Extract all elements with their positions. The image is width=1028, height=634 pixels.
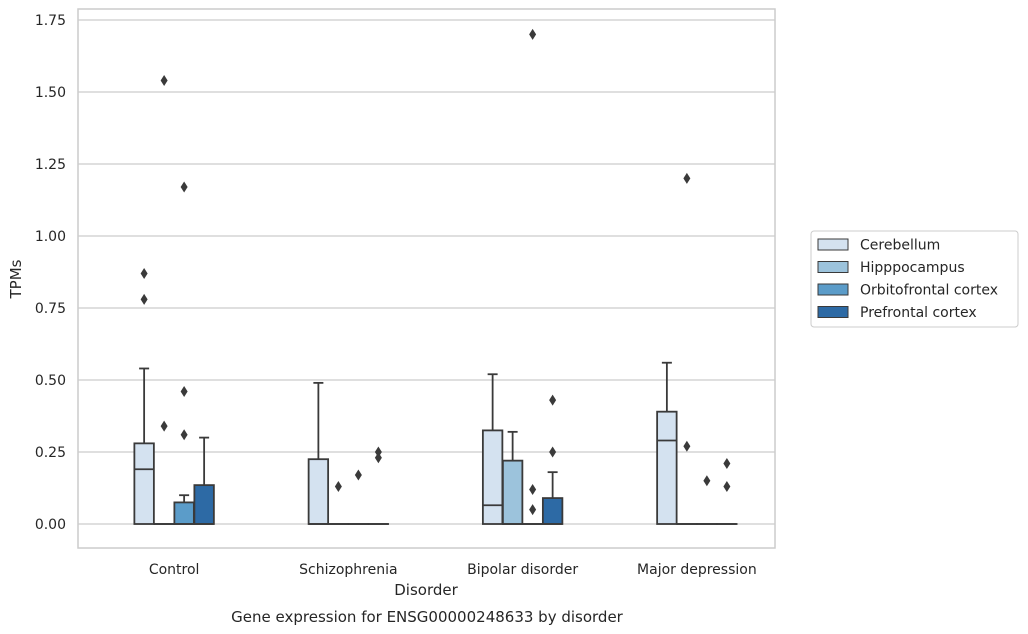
box-body bbox=[481, 429, 504, 525]
outlier-point bbox=[549, 394, 557, 406]
y-tick-label: 1.50 bbox=[35, 85, 66, 101]
x-tick-label: Control bbox=[149, 562, 200, 578]
y-tick-label: 0.00 bbox=[35, 517, 66, 533]
legend-label: Hipppocampus bbox=[860, 260, 965, 276]
outlier-point bbox=[160, 420, 168, 432]
y-tick-label: 1.25 bbox=[35, 157, 66, 173]
outlier-point bbox=[180, 181, 188, 193]
legend: Cerebellum Hipppocampus Orbitofrontal cort… bbox=[810, 230, 1019, 328]
legend-swatch bbox=[817, 238, 849, 251]
legend-swatch bbox=[817, 283, 849, 296]
legend-label: Prefrontal cortex bbox=[860, 305, 977, 321]
legend-swatch bbox=[817, 261, 849, 273]
chart-caption: Gene expression for ENSG00000248633 by d… bbox=[231, 608, 624, 626]
box-3-0 bbox=[193, 436, 215, 525]
box-0-1 bbox=[307, 381, 330, 525]
legend-label: Cerebellum bbox=[860, 238, 940, 254]
outlier-point bbox=[160, 74, 168, 86]
x-tick-labels: Control Schizophrenia Bipolar disorder Majo… bbox=[149, 562, 757, 578]
legend-label: Orbitofrontal cortex bbox=[860, 283, 998, 299]
legend-swatch bbox=[817, 306, 849, 318]
box-body bbox=[307, 458, 330, 525]
box-body bbox=[173, 501, 195, 525]
outlier-point bbox=[374, 446, 382, 458]
outlier-point bbox=[374, 452, 382, 464]
y-axis-label: TPMs bbox=[7, 259, 25, 299]
y-tick-label: 0.25 bbox=[35, 445, 66, 461]
outlier-point bbox=[723, 458, 731, 470]
box-1-2 bbox=[501, 430, 524, 525]
box-0-2 bbox=[481, 373, 504, 525]
x-axis-label: Disorder bbox=[394, 581, 458, 599]
box-body bbox=[656, 410, 678, 525]
outliers bbox=[140, 28, 731, 516]
outlier-point bbox=[334, 481, 342, 493]
box-body bbox=[501, 459, 524, 525]
box-body bbox=[541, 497, 564, 525]
box-0-0 bbox=[133, 367, 155, 525]
x-tick-label: Schizophrenia bbox=[299, 562, 397, 578]
legend-frame bbox=[810, 230, 1019, 328]
outlier-point bbox=[703, 475, 711, 487]
outlier-point bbox=[723, 481, 731, 493]
box-0-3 bbox=[656, 361, 678, 525]
outlier-point bbox=[529, 28, 537, 40]
outlier-point bbox=[140, 267, 148, 279]
outlier-point bbox=[529, 483, 537, 495]
y-tick-label: 1.00 bbox=[35, 229, 66, 245]
outlier-point bbox=[683, 440, 691, 452]
y-tick-label: 0.75 bbox=[35, 301, 66, 317]
box-3-2 bbox=[541, 471, 564, 525]
y-tick-labels: 0.00 0.25 0.50 0.75 1.00 1.25 1.50 1.75 bbox=[35, 13, 66, 533]
x-tick-label: Major depression bbox=[637, 562, 757, 578]
outlier-point bbox=[683, 172, 691, 184]
y-tick-label: 1.75 bbox=[35, 13, 66, 29]
plot-frame bbox=[77, 8, 776, 549]
outlier-point bbox=[529, 504, 537, 516]
boxes bbox=[133, 361, 738, 525]
box-body bbox=[133, 442, 155, 525]
outlier-point bbox=[549, 446, 557, 458]
y-tick-label: 0.50 bbox=[35, 373, 66, 389]
outlier-point bbox=[180, 429, 188, 441]
outlier-point bbox=[180, 386, 188, 398]
x-tick-label: Bipolar disorder bbox=[467, 562, 578, 578]
box-body bbox=[193, 484, 215, 525]
box-2-0 bbox=[173, 494, 195, 525]
outlier-point bbox=[354, 469, 362, 481]
outlier-point bbox=[140, 293, 148, 305]
